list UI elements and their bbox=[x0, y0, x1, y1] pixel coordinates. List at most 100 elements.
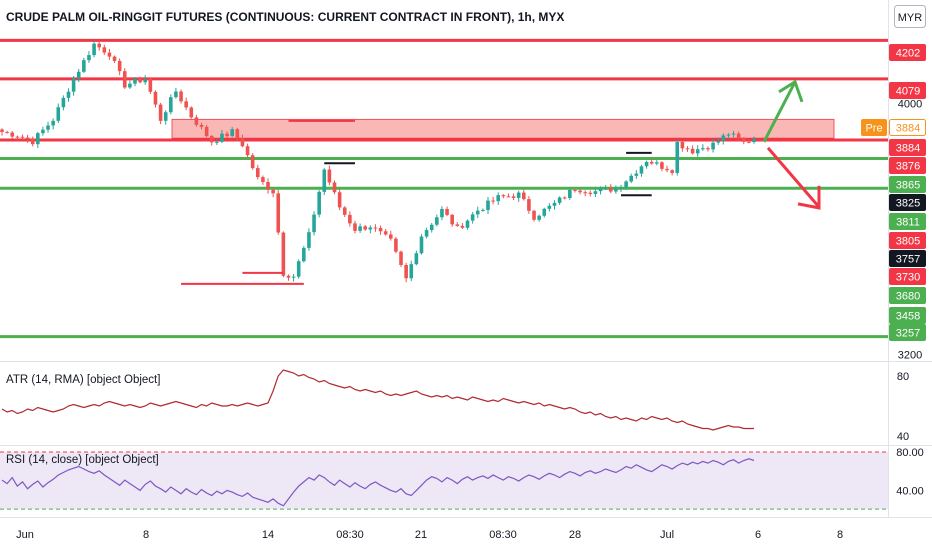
price-tag-label: 3458 bbox=[896, 311, 920, 323]
price-tag-label: 4079 bbox=[896, 86, 920, 98]
candle-body bbox=[276, 193, 281, 233]
candle-body bbox=[660, 162, 664, 169]
time-tick-label: 14 bbox=[262, 529, 274, 541]
up-arrow-head bbox=[778, 79, 804, 103]
candle-body bbox=[215, 141, 219, 143]
price-tag-red bbox=[889, 157, 926, 174]
candle-body bbox=[87, 55, 91, 61]
candle-body bbox=[174, 91, 178, 98]
candle-body bbox=[82, 60, 86, 72]
candle-body bbox=[568, 189, 572, 198]
candle-body bbox=[573, 189, 577, 191]
price-tag-label: 3805 bbox=[896, 236, 920, 248]
candle-body bbox=[491, 200, 495, 202]
candle-body bbox=[138, 78, 142, 83]
candle-body bbox=[593, 191, 598, 194]
pre-market-tag-label: Pre bbox=[865, 123, 882, 135]
candle-body bbox=[209, 136, 214, 143]
rsi-line bbox=[1, 458, 755, 507]
candle-body bbox=[588, 192, 593, 194]
candle-body bbox=[230, 129, 235, 137]
candle-body bbox=[245, 146, 250, 156]
candle-body bbox=[112, 56, 117, 61]
candle-body bbox=[56, 107, 61, 121]
candle-body bbox=[10, 132, 15, 137]
candle-body bbox=[25, 137, 30, 140]
price-tag-red bbox=[889, 139, 926, 156]
candle-body bbox=[547, 205, 552, 209]
candle-body bbox=[107, 52, 112, 57]
candle-body bbox=[619, 187, 623, 189]
candle-body bbox=[179, 91, 183, 102]
candle-body bbox=[394, 238, 398, 252]
atr-label: ATR (14, RMA) [object Object] bbox=[6, 374, 160, 386]
candle-body bbox=[5, 131, 9, 133]
candle-body bbox=[250, 155, 255, 169]
candle-body bbox=[158, 104, 163, 121]
atr-tick-label: 40 bbox=[897, 431, 909, 443]
projection-arrows bbox=[762, 79, 821, 210]
time-tick-label: 6 bbox=[755, 529, 761, 541]
price-tag-label: 3884 bbox=[896, 123, 920, 135]
candle-body bbox=[184, 101, 188, 108]
candle-body bbox=[460, 225, 465, 228]
candle-body bbox=[271, 189, 275, 194]
currency-button[interactable]: MYR bbox=[894, 5, 926, 28]
time-tick-label: 8 bbox=[837, 529, 843, 541]
candle-body bbox=[92, 43, 96, 56]
candle-body bbox=[670, 170, 674, 173]
price-tag-green bbox=[889, 287, 926, 304]
candle-body bbox=[51, 120, 55, 126]
candle-body bbox=[286, 275, 291, 278]
candle-body bbox=[639, 166, 644, 174]
candle-body bbox=[240, 138, 245, 147]
candle-body bbox=[598, 188, 603, 192]
up-arrow bbox=[762, 83, 796, 143]
price-tag-label: 3876 bbox=[896, 161, 920, 173]
price-tag-pre bbox=[889, 119, 926, 136]
candle-body bbox=[506, 196, 511, 198]
candle-body bbox=[690, 148, 695, 154]
candle-body bbox=[61, 97, 66, 108]
candle-body bbox=[542, 208, 547, 216]
price-tag-label: 3257 bbox=[896, 328, 920, 340]
rsi-tick-label: 80.00 bbox=[896, 447, 924, 459]
candle-body bbox=[655, 162, 659, 164]
candle-body bbox=[680, 141, 685, 149]
candle-body bbox=[557, 197, 562, 203]
candle-body bbox=[204, 126, 209, 137]
candle-body bbox=[189, 107, 194, 118]
candle-body bbox=[644, 161, 649, 167]
candle-body bbox=[435, 217, 439, 225]
candle-body bbox=[30, 139, 35, 145]
candle-body bbox=[261, 177, 265, 183]
candle-body bbox=[266, 182, 270, 190]
candle-body bbox=[148, 79, 153, 92]
candle-body bbox=[496, 195, 501, 202]
candle-body bbox=[97, 43, 101, 48]
price-tag-red bbox=[889, 44, 926, 61]
candle-body bbox=[378, 227, 383, 232]
resistance-zone bbox=[171, 118, 835, 139]
price-tick-label: 3200 bbox=[898, 349, 922, 361]
time-tick-label: Jul bbox=[660, 529, 674, 541]
price-tag-dark bbox=[889, 250, 926, 267]
candle-body bbox=[486, 200, 490, 210]
price-tag-green bbox=[889, 176, 926, 193]
candle-body bbox=[76, 71, 81, 79]
candle-body bbox=[296, 261, 301, 277]
candle-body bbox=[383, 231, 388, 235]
candle-body bbox=[373, 227, 378, 229]
candle-body bbox=[465, 220, 470, 228]
candle-body bbox=[721, 135, 726, 142]
price-tag-red bbox=[889, 268, 926, 285]
candle-body bbox=[399, 251, 403, 265]
candle-body bbox=[419, 236, 424, 254]
candle-body bbox=[36, 133, 40, 145]
candle-body bbox=[312, 214, 316, 233]
candle-body bbox=[711, 142, 715, 150]
currency-button-label: MYR bbox=[898, 12, 923, 24]
candle-body bbox=[41, 129, 45, 134]
candle-body bbox=[747, 141, 751, 143]
